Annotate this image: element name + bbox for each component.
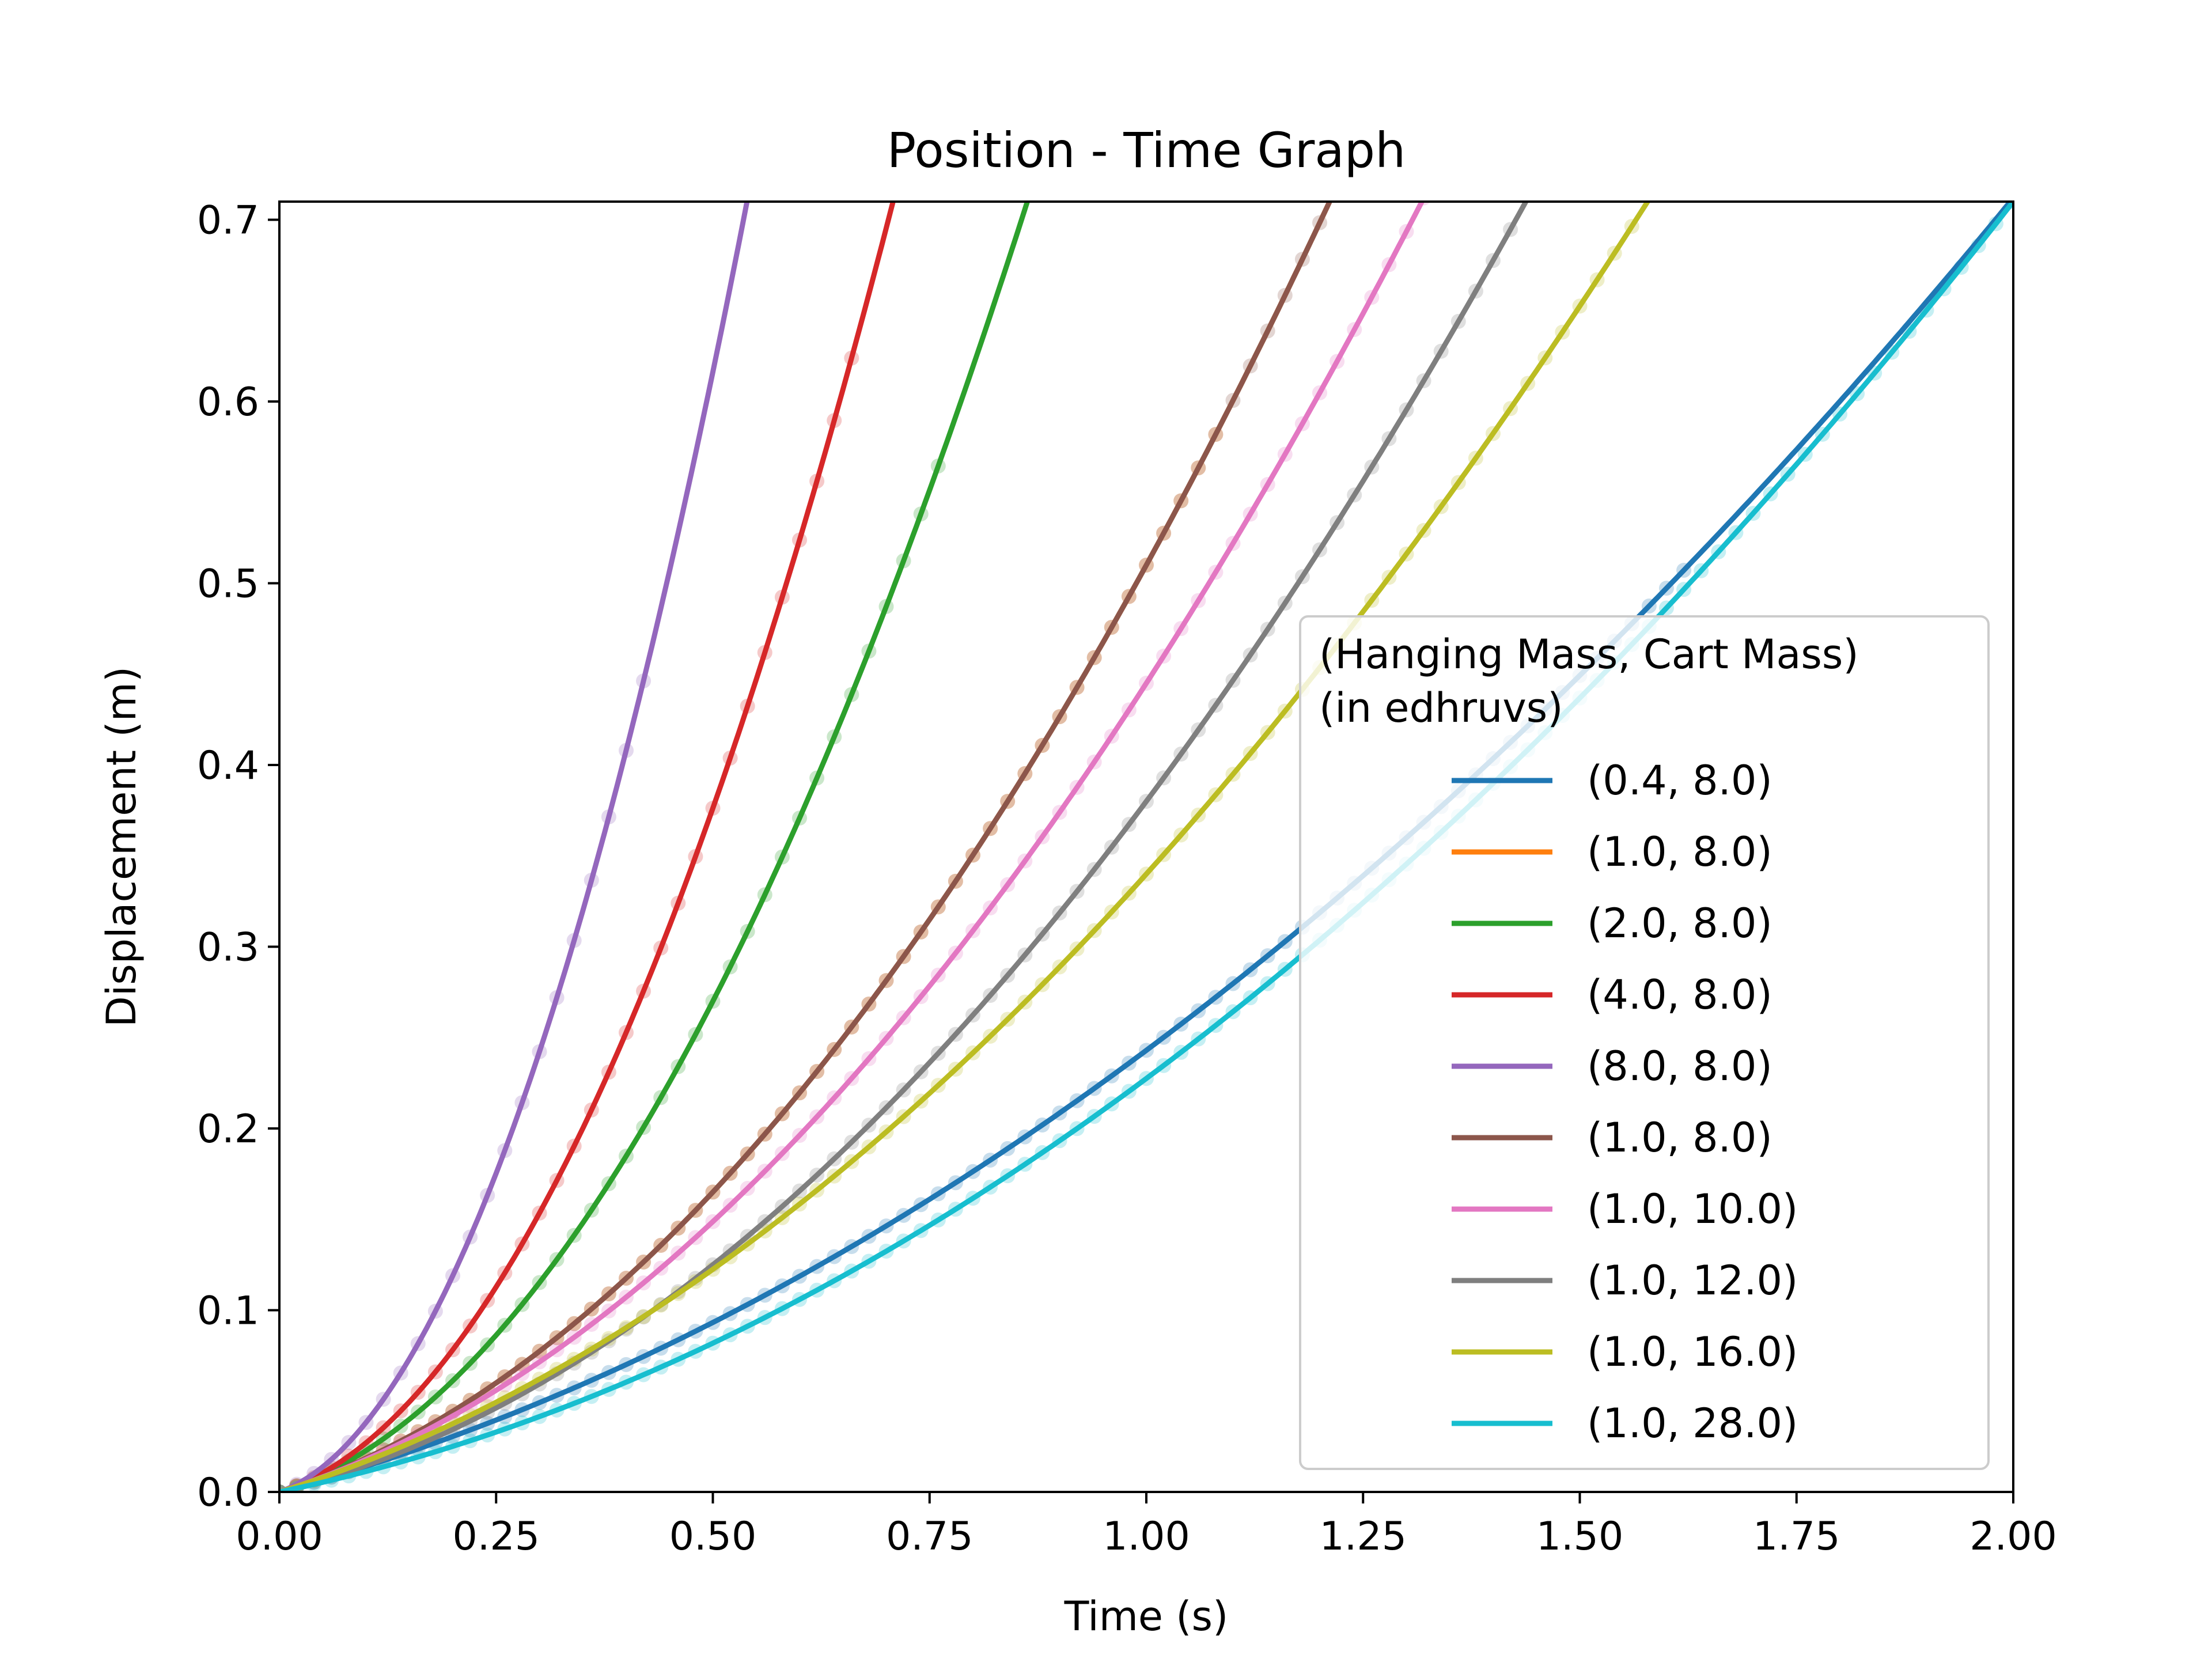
- measured-points-series: [279, 350, 859, 1492]
- legend-entry-label: (1.0, 8.0): [1587, 828, 1772, 876]
- legend-entry-label: (0.4, 8.0): [1587, 757, 1772, 804]
- x-tick-label: 1.25: [1320, 1514, 1407, 1559]
- y-tick-label: 0.3: [197, 925, 259, 971]
- y-tick-label: 0.5: [197, 562, 259, 607]
- legend-entry-label: (1.0, 8.0): [1587, 1114, 1772, 1161]
- series-line: [279, 202, 2013, 1492]
- fit-lines-layer: [279, 202, 2013, 1492]
- x-tick-label: 1.50: [1536, 1514, 1623, 1559]
- legend-title-line-2: (in edhruvs): [1319, 684, 1563, 732]
- series-line: [279, 202, 1529, 1492]
- y-tick-label: 0.6: [197, 380, 259, 425]
- legend-entry-label: (1.0, 12.0): [1587, 1257, 1798, 1304]
- chart-title: Position - Time Graph: [887, 122, 1406, 179]
- legend-entry-label: (4.0, 8.0): [1587, 971, 1772, 1018]
- measured-points-series: [279, 202, 1430, 1492]
- legend-entry-label: (1.0, 16.0): [1587, 1328, 1798, 1376]
- series-line: [279, 202, 1651, 1492]
- legend-entry-label: (1.0, 10.0): [1587, 1185, 1798, 1233]
- x-tick-label: 0.25: [453, 1514, 540, 1559]
- y-tick-label: 0.4: [197, 743, 259, 789]
- x-tick-label: 0.75: [886, 1514, 973, 1559]
- legend-entries: (0.4, 8.0) (1.0, 8.0) (2.0, 8.0) (4.0, 8.0)…: [1452, 757, 1798, 1447]
- series-line: [279, 202, 1031, 1492]
- x-tick-label: 0.50: [669, 1514, 756, 1559]
- y-tick-label: 0.7: [197, 198, 259, 244]
- x-tick-label: 1.75: [1753, 1514, 1840, 1559]
- legend-entry-label: (2.0, 8.0): [1587, 900, 1772, 947]
- x-tick-label: 1.00: [1103, 1514, 1190, 1559]
- y-tick-label: 0.0: [197, 1470, 259, 1516]
- series-line: [279, 202, 2013, 1492]
- y-tick-label: 0.2: [197, 1107, 259, 1152]
- series-line: [279, 202, 1333, 1492]
- plot-area: [279, 202, 2013, 1492]
- x-tick-label: 0.00: [236, 1514, 323, 1559]
- legend-frame: [1299, 615, 1990, 1470]
- legend-entry-label: (8.0, 8.0): [1587, 1043, 1772, 1090]
- legend: (Hanging Mass, Cart Mass) (in edhruvs) (…: [1299, 615, 1990, 1470]
- legend-title-line-1: (Hanging Mass, Cart Mass): [1319, 631, 1859, 678]
- series-line: [279, 202, 896, 1492]
- x-axis-label: Time (s): [1064, 1593, 1229, 1640]
- y-axis: 0.0 0.1 0.2 0.3 0.4 0.5 0.6 0.7: [197, 198, 279, 1516]
- x-axis: 0.00 0.25 0.50 0.75 1.00 1.25 1.50 1.75 2.00: [236, 1492, 2057, 1559]
- y-axis-label: Displacement (m): [98, 666, 145, 1027]
- y-tick-label: 0.1: [197, 1289, 259, 1334]
- series-line: [279, 202, 1425, 1492]
- series-line: [279, 202, 750, 1492]
- legend-entry-label: (1.0, 28.0): [1587, 1400, 1798, 1447]
- x-tick-label: 2.00: [1969, 1514, 2056, 1559]
